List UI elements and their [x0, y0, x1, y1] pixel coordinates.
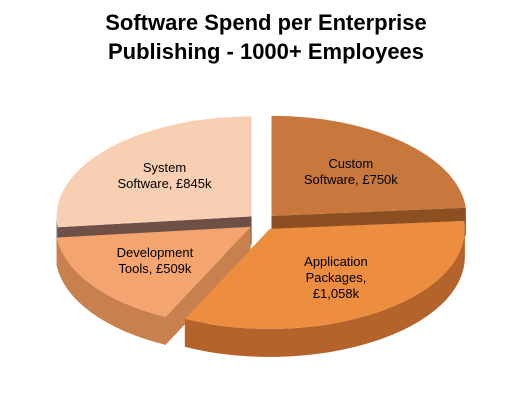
chart-title: Software Spend per Enterprise Publishing…	[105, 10, 427, 64]
pie-slice	[184, 220, 465, 329]
pie-slice	[271, 115, 466, 216]
data-label: System Software, £845k	[117, 160, 212, 192]
data-label: Custom Software, £750k	[303, 155, 398, 187]
pie-slice	[56, 116, 252, 228]
pie-slice	[56, 226, 251, 317]
slice-side	[165, 226, 251, 345]
slice-wall	[184, 228, 465, 357]
data-label: Application Packages, £1,058k	[304, 254, 368, 302]
data-label: Development Tools, £509k	[116, 245, 194, 277]
slice-wall	[56, 237, 166, 345]
